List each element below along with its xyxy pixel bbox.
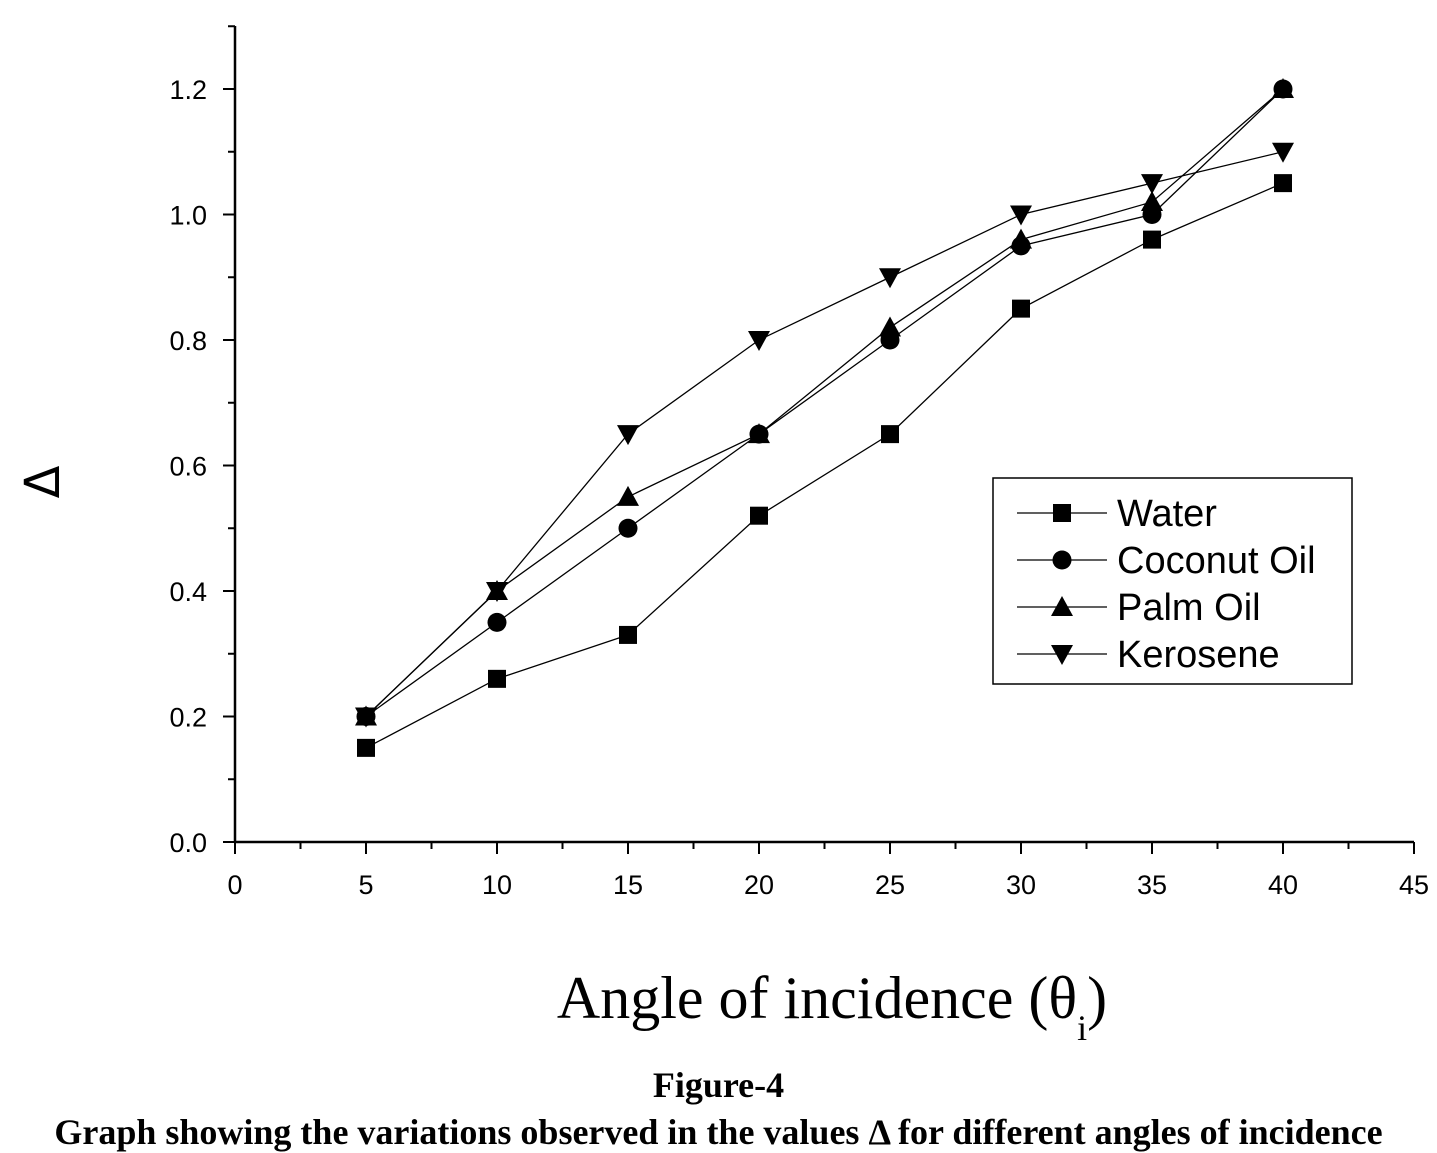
data-point-palm-oil: [1272, 78, 1294, 98]
legend-box: [992, 477, 1353, 685]
series-kerosene: [355, 142, 1294, 728]
data-point-palm-oil: [748, 423, 770, 444]
data-point-water: [619, 625, 637, 644]
data-point-palm-oil: [879, 316, 901, 337]
y-tick-label: 1.0: [169, 201, 207, 231]
legend-entry-water: Water: [1017, 493, 1217, 535]
x-tick-label: 40: [1268, 870, 1298, 900]
x-axis-label: Angle of incidence (θi): [557, 965, 1107, 1048]
data-point-water: [1143, 230, 1161, 249]
x-tick-label: 5: [358, 870, 373, 900]
data-point-water: [1012, 299, 1030, 318]
legend-marker-kerosene: [1051, 645, 1073, 665]
x-tick-label: 25: [875, 870, 905, 900]
data-point-kerosene: [748, 331, 770, 351]
line-chart: 0 5 10 15 20 25 30 35 40 450.00.20.40.60.81.01.2 …: [15, 25, 1429, 1048]
x-tick-label: 35: [1137, 870, 1167, 900]
legend-marker-coconut-oil: [1052, 550, 1072, 570]
y-tick-label: 0.4: [169, 577, 207, 607]
data-point-coconut-oil: [487, 612, 507, 632]
data-point-water: [357, 738, 375, 757]
data-point-palm-oil: [1010, 228, 1032, 249]
figure-caption: Graph showing the variations observed in…: [54, 1112, 1383, 1152]
axes: [233, 26, 1414, 844]
y-tick-label: 0.0: [169, 828, 207, 858]
legend-marker-palm-oil: [1051, 596, 1073, 616]
x-axis-label-main: Angle of incidence (θ: [557, 965, 1077, 1031]
y-tick-label: 1.2: [169, 75, 207, 105]
data-point-palm-oil: [617, 485, 639, 506]
data-point-kerosene: [1141, 174, 1163, 195]
data-point-kerosene: [355, 707, 377, 728]
legend-label-palm-oil: Palm Oil: [1117, 587, 1261, 629]
series-line-kerosene: [365, 151, 1284, 717]
ticks: 0 5 10 15 20 25 30 35 40 45 0.0 0.2 0.4 0.6 0.8 1.0 1.2: [169, 25, 1429, 900]
data-point-water: [750, 506, 768, 525]
data-point-water: [881, 425, 899, 444]
legend-label-kerosene: Kerosene: [1117, 634, 1280, 676]
data-point-palm-oil: [1141, 190, 1163, 211]
legend-entry-coconut-oil: Coconut Oil: [1017, 540, 1316, 582]
series-line-coconut-oil: [365, 88, 1284, 718]
x-tick-label: 0: [227, 870, 242, 900]
x-axis-label-close: ): [1087, 965, 1107, 1031]
series-water: [357, 174, 1292, 757]
x-tick-label: 45: [1399, 870, 1429, 900]
x-tick-label: 20: [744, 870, 774, 900]
series-line-water: [365, 182, 1284, 749]
y-tick-label: 0.6: [169, 452, 207, 482]
x-tick-label: 10: [482, 870, 512, 900]
y-tick-label: 0.2: [169, 703, 207, 733]
legend-entry-kerosene: Kerosene: [1017, 634, 1280, 676]
series-layer: [355, 78, 1294, 757]
figure-label: Figure-4: [652, 1065, 785, 1105]
data-point-kerosene: [1010, 205, 1032, 226]
y-axis-label: Δ: [15, 465, 71, 498]
series-line-palm-oil: [365, 88, 1284, 717]
data-point-water: [488, 669, 506, 688]
x-axis-label-subscript: i: [1077, 1008, 1087, 1048]
legend-label-coconut-oil: Coconut Oil: [1117, 540, 1316, 582]
legend: Water Coconut Oil Palm Oil Kerosene: [992, 477, 1353, 685]
y-tick-label: 0.8: [169, 326, 207, 356]
legend-entry-palm-oil: Palm Oil: [1017, 587, 1261, 629]
data-point-kerosene: [879, 268, 901, 289]
data-point-kerosene: [486, 582, 508, 602]
legend-marker-water: [1053, 504, 1071, 522]
legend-label-water: Water: [1117, 493, 1217, 535]
data-point-kerosene: [1272, 142, 1294, 163]
data-point-coconut-oil: [618, 518, 638, 538]
x-tick-label: 30: [1006, 870, 1036, 900]
data-point-water: [1274, 174, 1292, 193]
data-point-kerosene: [617, 425, 639, 446]
x-tick-label: 15: [613, 870, 643, 900]
